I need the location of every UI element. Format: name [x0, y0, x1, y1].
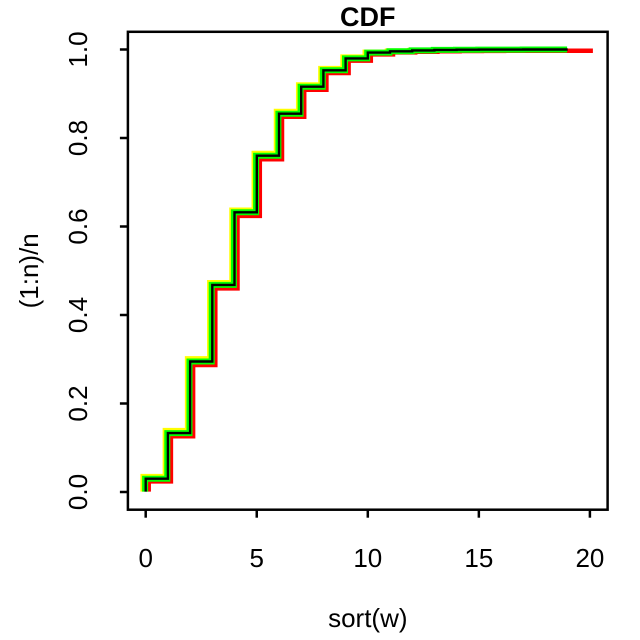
yellow-cdf-curve: [140, 47, 565, 492]
y-tick-label: 0.8: [63, 120, 93, 156]
x-tick-label: 5: [250, 543, 264, 573]
x-tick-label: 20: [575, 543, 604, 573]
x-tick-label: 15: [464, 543, 493, 573]
y-axis-title: (1:n)/n: [14, 233, 44, 308]
y-tick-label: 1.0: [63, 31, 93, 67]
red-cdf-curve: [146, 48, 593, 492]
x-axis-ticks: 0 5 10 15 20: [138, 509, 604, 573]
y-tick-label: 0.6: [63, 208, 93, 244]
y-axis-ticks: 0.0 0.2 0.4 0.6 0.8 1.0: [63, 31, 128, 510]
y-tick-label: 0.4: [63, 297, 93, 333]
chart-title: CDF: [340, 2, 396, 32]
plot-border: [126, 30, 609, 511]
y-tick-label: 0.2: [63, 385, 93, 421]
x-tick-label: 10: [353, 543, 382, 573]
black-cdf-curve: [144, 48, 568, 492]
x-axis-title: sort(w): [328, 603, 407, 633]
y-tick-label: 0.0: [63, 474, 93, 510]
x-tick-label: 0: [138, 543, 152, 573]
cdf-curves: [140, 46, 593, 492]
green-cdf-curve: [142, 46, 568, 492]
